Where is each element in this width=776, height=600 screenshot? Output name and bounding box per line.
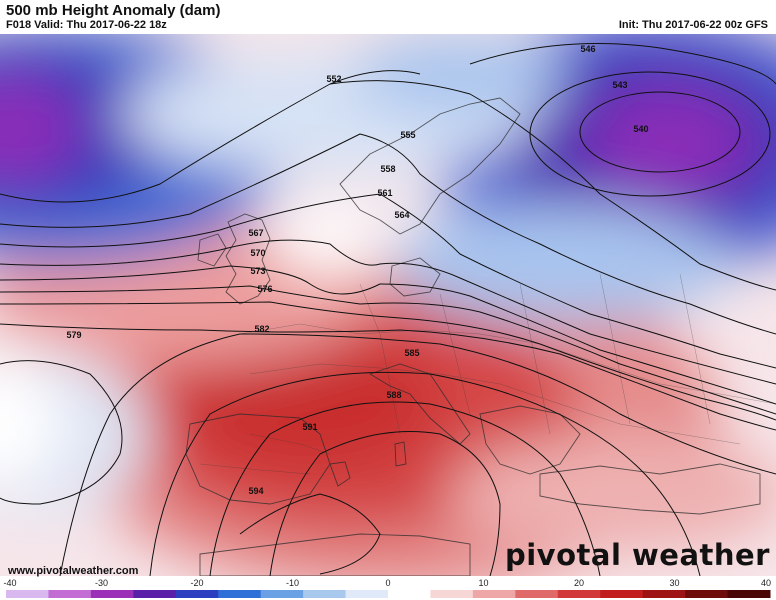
colorbar-swatch xyxy=(133,590,177,598)
colorbar-swatches xyxy=(6,590,771,598)
colorbar-tick-label: 10 xyxy=(478,578,489,588)
colorbar-tick-label: 40 xyxy=(760,578,772,588)
contour-label: 576 xyxy=(257,284,272,294)
colorbar-swatch xyxy=(260,590,304,598)
colorbar-tick-label: -20 xyxy=(190,578,204,588)
colorbar-swatch xyxy=(388,590,431,598)
contour-label: 555 xyxy=(400,130,415,140)
brand-logo: pivotal weather xyxy=(504,538,770,572)
colorbar-tick-label: 0 xyxy=(385,578,391,588)
contour-label: 564 xyxy=(394,210,409,220)
colorbar-swatch xyxy=(600,590,644,598)
colorbar-swatch xyxy=(175,590,219,598)
height-contours xyxy=(0,43,776,576)
contour-label: 573 xyxy=(250,266,265,276)
colorbar-swatch xyxy=(472,590,516,598)
contour-label: 588 xyxy=(386,390,401,400)
colorbar-swatch xyxy=(727,590,771,598)
colorbar-swatch xyxy=(685,590,729,598)
colorbar-tick-label: -40 xyxy=(3,578,17,588)
contour-labels: 540 543 546 552 555 558 561 564 567 570 573 576 579 5… xyxy=(66,44,648,496)
coastlines xyxy=(185,97,761,576)
contour-label: 558 xyxy=(380,164,395,174)
contour-label: 546 xyxy=(580,44,595,54)
colorbar-tick-label: 20 xyxy=(573,578,585,588)
contour-label: 582 xyxy=(254,324,269,334)
colorbar-swatch xyxy=(430,590,474,598)
contour-label: 579 xyxy=(66,330,81,340)
contour-label: 552 xyxy=(326,74,341,84)
colorbar-tick-label: -10 xyxy=(285,578,300,588)
contour-label: 591 xyxy=(302,422,317,432)
colorbar-tick-label: -30 xyxy=(94,578,109,588)
colorbar-swatch xyxy=(515,590,559,598)
contour-label: 585 xyxy=(404,348,419,358)
contour-label: 543 xyxy=(612,80,627,90)
colorbar-swatch xyxy=(90,590,134,598)
colorbar-swatch xyxy=(557,590,601,598)
map-title: 500 mb Height Anomaly (dam) xyxy=(6,2,221,19)
colorbar: -40 -30 -20 -10 0 10 20 30 40 xyxy=(0,578,776,600)
colorbar-swatch xyxy=(48,590,92,598)
colorbar-swatch xyxy=(6,590,49,598)
contour-label: 561 xyxy=(377,188,392,198)
header: 500 mb Height Anomaly (dam) F018 Valid: … xyxy=(0,0,776,34)
colorbar-swatch xyxy=(218,590,262,598)
map-area[interactable]: 540 543 546 552 555 558 561 564 567 570 573 576 579 5… xyxy=(0,34,776,576)
contour-label: 570 xyxy=(250,248,265,258)
contour-label: 594 xyxy=(248,486,263,496)
valid-time: F018 Valid: Thu 2017-06-22 18z xyxy=(6,19,167,31)
anomaly-map: 540 543 546 552 555 558 561 564 567 570 573 576 579 5… xyxy=(0,34,776,576)
init-time: Init: Thu 2017-06-22 00z GFS xyxy=(618,19,768,31)
colorbar-swatch xyxy=(345,590,389,598)
website-label[interactable]: www.pivotalweather.com xyxy=(8,565,139,577)
borders xyxy=(199,273,776,475)
colorbar-swatch xyxy=(303,590,347,598)
contour-label: 567 xyxy=(248,228,263,238)
contour-label: 540 xyxy=(633,124,648,134)
colorbar-swatch xyxy=(642,590,686,598)
colorbar-tick-label: 30 xyxy=(669,578,680,588)
anomaly-shading xyxy=(0,34,776,576)
